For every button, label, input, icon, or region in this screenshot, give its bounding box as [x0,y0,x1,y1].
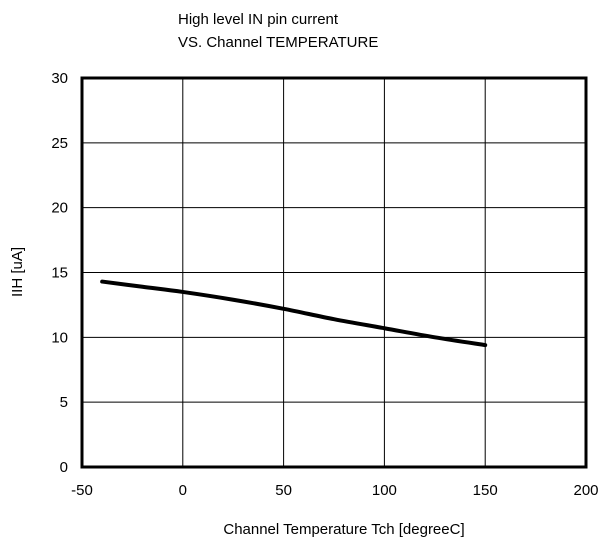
series-group [100,279,488,348]
x-tick-label: 100 [372,482,397,499]
y-axis-ticks: 0 5 10 15 20 25 30 [51,70,68,476]
chart-title-line-1: High level IN pin current [178,11,339,28]
y-tick-label: 5 [60,394,68,411]
y-tick-label: 20 [51,200,68,217]
y-tick-label: 0 [60,459,68,476]
x-tick-label: -50 [71,482,93,499]
y-tick-label: 30 [51,70,68,87]
grid [82,78,586,467]
x-tick-label: 200 [573,482,598,499]
y-tick-label: 25 [51,135,68,152]
plot-area-frame [80,76,588,469]
y-tick-label: 15 [51,265,68,282]
y-axis-label: IIH [uA] [9,247,26,297]
x-tick-label: 150 [473,482,498,499]
x-tick-label: 0 [179,482,187,499]
chart-title-line-2: VS. Channel TEMPERATURE [178,34,378,51]
series-line-0 [100,279,488,348]
y-tick-label: 10 [51,329,68,346]
x-tick-label: 50 [275,482,292,499]
x-axis-label: Channel Temperature Tch [degreeC] [223,521,464,538]
x-axis-ticks: -50 0 50 100 150 200 [71,482,598,499]
